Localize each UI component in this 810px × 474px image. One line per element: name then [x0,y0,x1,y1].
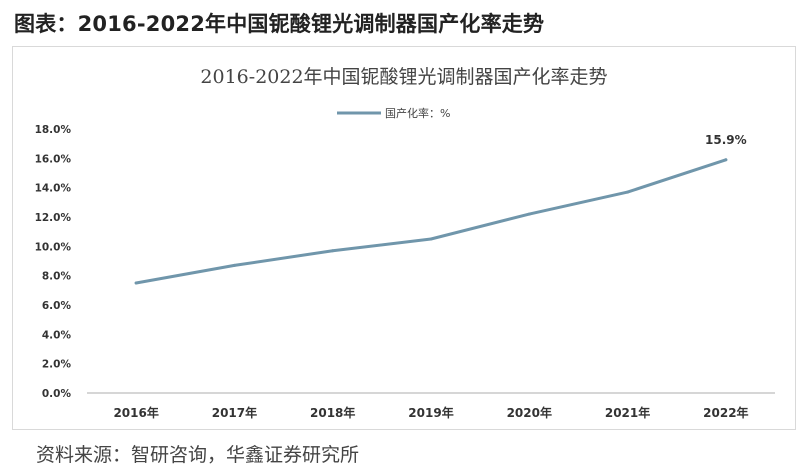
x-tick-label: 2021年 [605,405,650,420]
y-tick-label: 14.0% [35,183,72,195]
series-point [134,281,138,285]
x-tick-label: 2019年 [408,405,453,420]
y-tick-label: 8.0% [42,271,72,283]
source-note: 资料来源：智研咨询，华鑫证券研究所 [36,444,360,466]
chart-title: 2016-2022年中国铌酸锂光调制器国产化率走势 [200,66,607,88]
x-tick-label: 2016年 [113,405,158,420]
x-tick-label: 2017年 [212,405,257,420]
page-heading: 图表：2016-2022年中国铌酸锂光调制器国产化率走势 [14,12,545,36]
chart-frame: 2016-2022年中国铌酸锂光调制器国产化率走势 国产化率：% 0.0% 2.0… [12,46,796,430]
x-tick-label: 2018年 [310,405,355,420]
x-tick-label: 2022年 [703,405,748,420]
x-tick-label: 2020年 [507,405,552,420]
series-point [331,249,335,253]
series-line [134,158,728,285]
x-axis: 2016年 2017年 2018年 2019年 2020年 2021年 2022年 [87,392,775,420]
y-axis: 0.0% 2.0% 4.0% 6.0% 8.0% 10.0% 12.0% 14.0% 16.0%… [35,124,72,400]
line-chart: 2016-2022年中国铌酸锂光调制器国产化率走势 国产化率：% 0.0% 2.0… [35,66,775,420]
legend-label: 国产化率：% [385,106,450,120]
y-tick-label: 10.0% [35,241,72,253]
series-point [724,158,728,162]
y-tick-label: 12.0% [35,212,72,224]
y-tick-label: 0.0% [42,388,72,400]
series-point [527,212,531,216]
data-label-group: 15.9% [705,133,747,147]
y-tick-label: 16.0% [35,153,72,165]
series-group [134,158,728,285]
y-tick-label: 6.0% [42,300,72,312]
y-tick-label: 2.0% [42,359,72,371]
series-point [429,237,433,241]
series-point [232,263,236,267]
series-point [626,190,630,194]
y-tick-label: 4.0% [42,329,72,341]
chart-legend: 国产化率：% [337,106,450,120]
y-tick-label: 18.0% [35,124,72,136]
data-label: 15.9% [705,133,747,147]
